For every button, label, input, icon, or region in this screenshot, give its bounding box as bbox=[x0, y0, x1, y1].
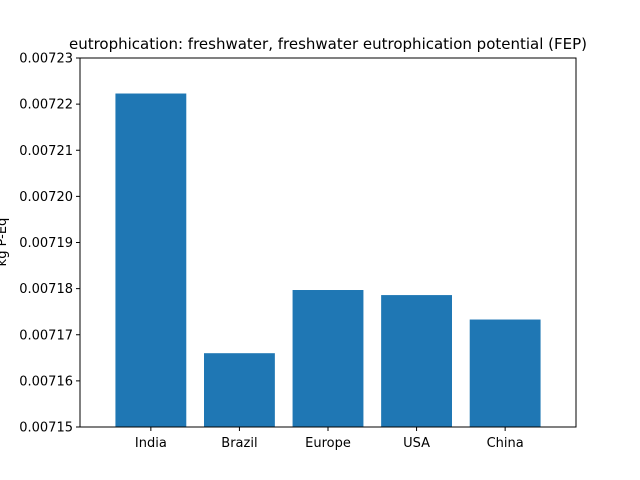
y-axis-ticks: 0.00715 0.00716 0.00717 0.00718 0.00719 0.007… bbox=[19, 52, 80, 436]
bar-europe bbox=[292, 290, 364, 427]
x-tick-label: India bbox=[135, 436, 167, 451]
y-tick-label: 0.00720 bbox=[19, 190, 73, 205]
x-tick-label: USA bbox=[403, 436, 430, 451]
y-tick-label: 0.00723 bbox=[19, 52, 73, 67]
y-axis-label: kg P-Eq bbox=[0, 218, 10, 267]
bar-china bbox=[469, 319, 541, 427]
y-tick-label: 0.00715 bbox=[19, 421, 73, 436]
y-tick-label: 0.00718 bbox=[19, 282, 73, 297]
bar-brazil bbox=[204, 353, 275, 427]
plot-frame bbox=[79, 57, 577, 428]
y-tick-label: 0.00717 bbox=[19, 328, 73, 343]
chart-title: eutrophication: freshwater, freshwater e… bbox=[69, 35, 587, 53]
y-tick-label: 0.00721 bbox=[19, 144, 73, 159]
y-tick-label: 0.00722 bbox=[19, 98, 73, 113]
x-tick-label: China bbox=[487, 436, 524, 451]
y-tick-label: 0.00719 bbox=[19, 236, 73, 251]
x-tick-label: Europe bbox=[305, 436, 351, 451]
x-axis-ticks: India Brazil Europe USA China bbox=[135, 427, 524, 451]
bar-india bbox=[115, 93, 187, 428]
bar-usa bbox=[381, 295, 452, 427]
y-tick-label: 0.00716 bbox=[19, 374, 73, 389]
x-tick-label: Brazil bbox=[221, 436, 257, 451]
bars-group bbox=[115, 93, 541, 428]
